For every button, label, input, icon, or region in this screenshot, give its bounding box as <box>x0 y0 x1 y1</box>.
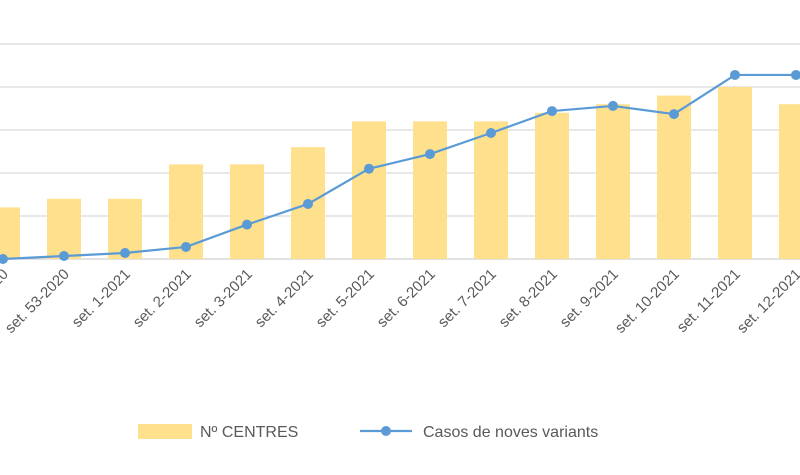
legend-swatch-marker <box>381 426 391 436</box>
x-tick-label: set. 2-2021 <box>130 266 195 331</box>
bar <box>47 198 81 259</box>
legend-swatch-bar <box>138 424 192 439</box>
line-point <box>0 254 8 264</box>
x-tick-label: set. 5-2021 <box>313 266 378 331</box>
bar <box>230 164 264 259</box>
x-tick-label: set. 53-2020 <box>2 266 73 337</box>
line-point <box>608 100 618 111</box>
x-tick-label: set. 10-2021 <box>612 266 683 337</box>
bar <box>474 121 508 260</box>
x-tick-label: set. 1-2021 <box>69 266 134 331</box>
x-tick-label: set. 6-2021 <box>374 266 439 331</box>
bar <box>718 87 752 259</box>
bar <box>352 121 386 260</box>
line-point <box>364 163 374 174</box>
x-tick-label: set. 4-2021 <box>252 266 317 331</box>
bar <box>596 104 630 259</box>
line-point <box>59 250 69 261</box>
line-point <box>303 198 313 209</box>
legend-label-line: Casos de noves variants <box>423 424 598 441</box>
line-point <box>730 69 740 80</box>
bar <box>657 95 691 259</box>
bar <box>779 104 800 259</box>
legend-label-bar: Nº CENTRES <box>200 424 298 441</box>
x-tick-label: set. 3-2021 <box>191 266 256 331</box>
line-point <box>181 241 191 252</box>
x-tick-label: set. 12-2021 <box>734 266 800 337</box>
x-tick-label: set. 9-2021 <box>557 266 622 331</box>
line-point <box>120 247 130 258</box>
x-tick-label: set. 7-2021 <box>435 266 500 331</box>
line-point <box>242 219 252 230</box>
series-line <box>2 73 796 261</box>
line-point <box>669 109 679 120</box>
bar <box>535 112 569 259</box>
bar <box>413 121 447 260</box>
line-point <box>791 69 800 80</box>
line-point <box>547 106 557 117</box>
bar <box>0 207 20 259</box>
line-point <box>486 128 496 139</box>
x-tick-label: set. 8-2021 <box>496 266 561 331</box>
line-point <box>425 149 435 160</box>
